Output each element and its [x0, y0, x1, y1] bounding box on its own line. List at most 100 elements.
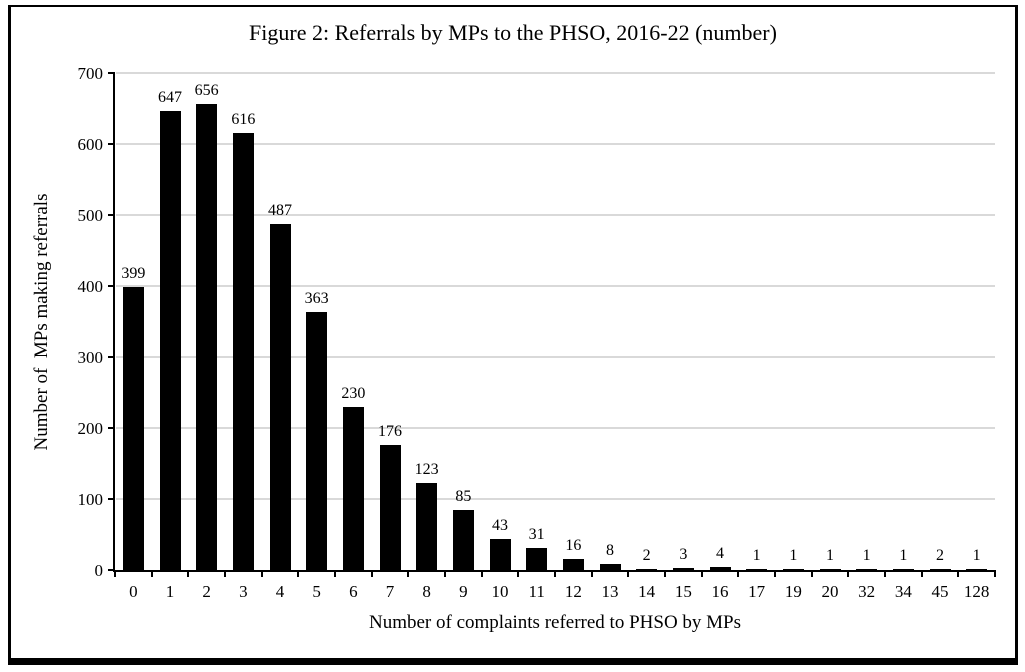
x-tick-mark [957, 570, 960, 577]
x-tick-label: 3 [239, 582, 248, 601]
bar-value-label: 2 [642, 546, 651, 564]
x-tick-mark [737, 570, 740, 577]
bar [489, 539, 511, 570]
bar-value-label: 85 [455, 487, 472, 505]
bar-value-label: 647 [158, 88, 182, 106]
y-axis-line [113, 72, 115, 572]
x-axis-title: Number of complaints referred to PHSO by… [368, 612, 742, 633]
bar-value-label: 176 [378, 423, 402, 441]
x-tick-label: 16 [711, 582, 729, 601]
x-tick-mark [224, 570, 226, 577]
x-tick-label: 4 [275, 582, 285, 601]
x-tick-label: 6 [349, 582, 358, 601]
bar [342, 406, 364, 570]
bar [929, 568, 951, 570]
x-tick-mark [297, 570, 300, 577]
y-tick-mark [108, 427, 115, 429]
x-tick-label: 10 [491, 582, 509, 601]
x-tick-mark [810, 570, 813, 577]
gridline [116, 285, 995, 287]
bar [159, 110, 181, 570]
x-tick-mark [920, 570, 923, 577]
x-tick-mark [590, 570, 593, 577]
bar-value-label: 123 [414, 460, 439, 478]
bar [966, 569, 988, 571]
bar [672, 567, 694, 570]
bar [306, 312, 328, 570]
x-tick-mark [774, 570, 776, 577]
bar [636, 568, 658, 570]
bar-value-label: 487 [268, 202, 292, 220]
x-tick-mark [444, 570, 446, 577]
x-tick-mark [370, 570, 373, 577]
y-tick-label: 700 [77, 64, 104, 83]
x-tick-label: 1 [165, 582, 175, 601]
bar-value-label: 31 [528, 525, 545, 543]
x-tick-label: 20 [821, 582, 839, 601]
bar [416, 482, 438, 570]
x-tick-label: 13 [601, 582, 619, 601]
y-tick-mark [108, 143, 115, 145]
x-tick-mark [517, 570, 520, 577]
x-tick-label: 128 [963, 582, 990, 601]
bar [562, 558, 584, 570]
x-axis-line [113, 570, 995, 572]
y-tick-mark [108, 72, 115, 74]
bar-value-label: 363 [304, 290, 329, 308]
x-tick-label: 5 [312, 582, 321, 601]
x-tick-mark [407, 570, 410, 577]
x-tick-label: 45 [931, 582, 949, 601]
bar [746, 569, 768, 571]
bar-value-label: 399 [121, 264, 146, 282]
y-tick-label: 0 [94, 561, 104, 580]
y-tick-label: 600 [77, 135, 104, 154]
bar-value-label: 43 [492, 517, 508, 535]
x-tick-mark [334, 570, 336, 577]
bar-value-label: 230 [341, 384, 366, 402]
bar-value-label: 616 [231, 110, 256, 128]
x-tick-label: 2 [202, 582, 211, 601]
gridline [116, 356, 995, 358]
gridline [116, 498, 995, 500]
x-tick-label: 11 [528, 582, 545, 601]
bar [599, 564, 621, 570]
x-tick-label: 8 [422, 582, 431, 601]
x-tick-mark [187, 570, 190, 577]
bar [379, 445, 401, 570]
x-tick-mark [260, 570, 263, 577]
gridline [116, 72, 995, 74]
y-tick-label: 300 [77, 348, 104, 367]
gridline [116, 143, 995, 145]
bar-value-label: 1 [789, 547, 798, 565]
x-tick-label: 34 [894, 582, 912, 601]
chart-title: Figure 2: Referrals by MPs to the PHSO, … [249, 20, 777, 45]
bar-value-label: 1 [826, 547, 834, 565]
bar-value-label: 8 [606, 542, 614, 560]
x-tick-label: 19 [784, 582, 802, 601]
bar-value-label: 2 [936, 546, 944, 564]
y-tick-mark [108, 356, 115, 358]
x-tick-mark [150, 570, 153, 577]
x-tick-label: 17 [748, 582, 766, 601]
y-tick-label: 500 [77, 206, 104, 225]
bar-value-label: 3 [679, 545, 688, 563]
y-tick-mark [108, 498, 115, 500]
x-tick-mark [884, 570, 886, 577]
bar [452, 509, 474, 570]
x-tick-mark [114, 570, 116, 577]
gridline [116, 427, 995, 429]
y-tick-label: 200 [77, 419, 104, 438]
bar-value-label: 1 [899, 547, 908, 565]
x-tick-mark [627, 570, 630, 577]
bar-value-label: 1 [972, 547, 981, 565]
x-tick-label: 32 [858, 582, 876, 601]
x-tick-mark [664, 570, 666, 577]
bar [856, 569, 878, 571]
x-tick-label: 12 [564, 582, 582, 601]
bar [232, 132, 254, 570]
x-tick-mark [554, 570, 556, 577]
bar-value-label: 1 [862, 547, 871, 565]
bar [892, 569, 914, 571]
y-tick-mark [108, 569, 115, 571]
bar [526, 547, 548, 570]
